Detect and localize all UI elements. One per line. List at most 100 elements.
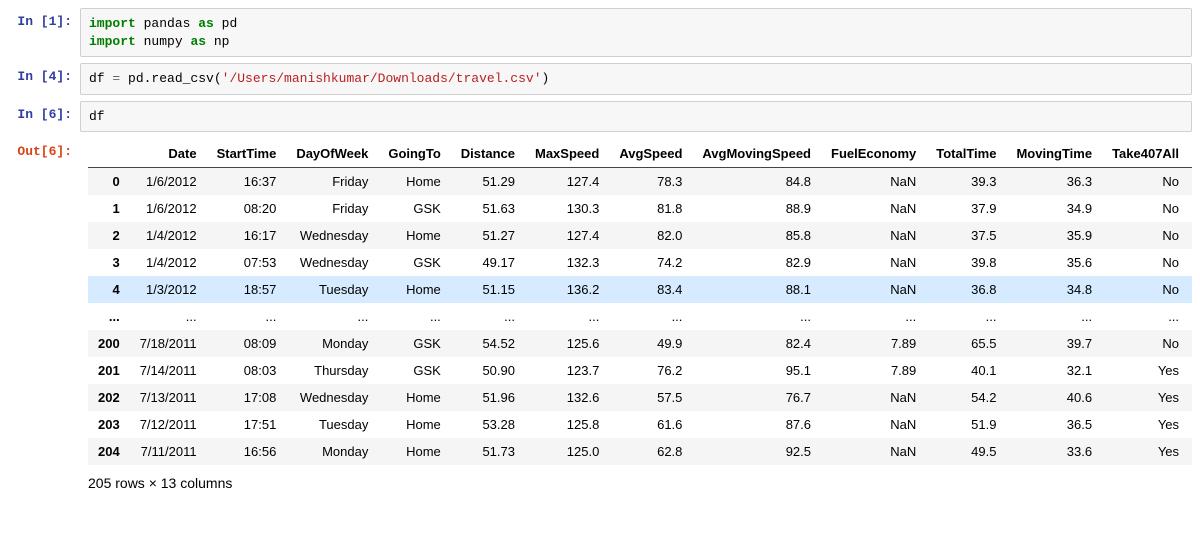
table-cell: NaN: [1189, 222, 1192, 249]
table-cell: 1/6/2012: [130, 195, 207, 222]
table-cell: 57.5: [609, 384, 692, 411]
header-row: DateStartTimeDayOfWeekGoingToDistanceMax…: [88, 140, 1192, 168]
table-cell: 81.8: [609, 195, 692, 222]
table-header: DateStartTimeDayOfWeekGoingToDistanceMax…: [88, 140, 1192, 168]
table-cell: 85.8: [692, 222, 821, 249]
column-header: MovingTime: [1006, 140, 1102, 168]
row-index: ...: [88, 303, 130, 330]
module-name: pandas: [144, 16, 191, 31]
table-cell: 7.89: [821, 330, 926, 357]
table-cell: NaN: [1189, 330, 1192, 357]
code-input-3[interactable]: df: [80, 101, 1192, 133]
table-cell: 1/4/2012: [130, 222, 207, 249]
table-row: 01/6/201216:37FridayHome51.29127.478.384…: [88, 168, 1192, 196]
table-cell: 49.9: [609, 330, 692, 357]
table-cell: 125.6: [525, 330, 609, 357]
row-index: 4: [88, 276, 130, 303]
table-cell: Friday: [286, 168, 378, 196]
table-cell: 92.5: [692, 438, 821, 465]
table-cell: 95.1: [692, 357, 821, 384]
table-row: 2047/11/201116:56MondayHome51.73125.062.…: [88, 438, 1192, 465]
table-cell: NaN: [1189, 357, 1192, 384]
table-cell: 87.6: [692, 411, 821, 438]
var-name: df: [89, 71, 105, 86]
code-input-1[interactable]: import pandas as pd import numpy as np: [80, 8, 1192, 57]
prompt-in-1: In [1]:: [8, 8, 80, 29]
table-cell: 40.1: [926, 357, 1006, 384]
table-cell: 132.6: [525, 384, 609, 411]
table-cell: Home: [378, 384, 450, 411]
table-cell: 78.3: [609, 168, 692, 196]
table-cell: 65.5: [926, 330, 1006, 357]
table-cell: ...: [1006, 303, 1102, 330]
table-row: 2007/18/201108:09MondayGSK54.52125.649.9…: [88, 330, 1192, 357]
table-cell: 35.9: [1006, 222, 1102, 249]
table-body: 01/6/201216:37FridayHome51.29127.478.384…: [88, 168, 1192, 466]
row-index: 3: [88, 249, 130, 276]
table-cell: 74.2: [609, 249, 692, 276]
table-row: 2027/13/201117:08WednesdayHome51.96132.6…: [88, 384, 1192, 411]
table-cell: 16:17: [207, 222, 287, 249]
expr: df: [89, 109, 105, 124]
table-cell: NaN: [1189, 276, 1192, 303]
output-area: DateStartTimeDayOfWeekGoingToDistanceMax…: [80, 138, 1192, 491]
table-cell: 34.8: [1006, 276, 1102, 303]
table-cell: 7/18/2011: [130, 330, 207, 357]
table-cell: 37.5: [926, 222, 1006, 249]
table-cell: 62.8: [609, 438, 692, 465]
row-index: 201: [88, 357, 130, 384]
table-cell: 17:51: [207, 411, 287, 438]
code-cell-1: In [1]: import pandas as pd import numpy…: [8, 8, 1192, 57]
table-cell: NaN: [821, 168, 926, 196]
table-cell: 51.63: [451, 195, 525, 222]
table-cell: NaN: [821, 384, 926, 411]
table-cell: Home: [378, 438, 450, 465]
column-header: Date: [130, 140, 207, 168]
column-header: MaxSpeed: [525, 140, 609, 168]
column-header: Comment: [1189, 140, 1192, 168]
row-index: 203: [88, 411, 130, 438]
column-header: GoingTo: [378, 140, 450, 168]
table-cell: ...: [525, 303, 609, 330]
table-cell: Yes: [1102, 357, 1189, 384]
table-cell: 50.90: [451, 357, 525, 384]
table-cell: 136.2: [525, 276, 609, 303]
table-cell: 49.5: [926, 438, 1006, 465]
alias: pd: [222, 16, 238, 31]
module-name: numpy: [144, 34, 183, 49]
table-cell: ...: [286, 303, 378, 330]
table-cell: 127.4: [525, 222, 609, 249]
column-header: TotalTime: [926, 140, 1006, 168]
table-row: 31/4/201207:53WednesdayGSK49.17132.374.2…: [88, 249, 1192, 276]
column-header: FuelEconomy: [821, 140, 926, 168]
table-cell: 08:20: [207, 195, 287, 222]
table-cell: 51.29: [451, 168, 525, 196]
code-input-2[interactable]: df = pd.read_csv('/Users/manishkumar/Dow…: [80, 63, 1192, 95]
table-cell: GSK: [378, 195, 450, 222]
table-row: 2037/12/201117:51TuesdayHome53.28125.861…: [88, 411, 1192, 438]
table-cell: 36.8: [926, 276, 1006, 303]
row-index: 0: [88, 168, 130, 196]
table-cell: NaN: [1189, 249, 1192, 276]
table-cell: 51.96: [451, 384, 525, 411]
table-cell: GSK: [378, 249, 450, 276]
output-cell: Out[6]: DateStartTimeDayOfWeekGoingToDis…: [8, 138, 1192, 491]
table-row: 11/6/201208:20FridayGSK51.63130.381.888.…: [88, 195, 1192, 222]
operator: =: [105, 71, 128, 86]
table-cell: ...: [821, 303, 926, 330]
table-cell: Wednesday: [286, 222, 378, 249]
table-cell: Monday: [286, 330, 378, 357]
table-cell: 88.1: [692, 276, 821, 303]
table-cell: Wednesday: [286, 384, 378, 411]
table-cell: ...: [692, 303, 821, 330]
row-index: 204: [88, 438, 130, 465]
table-cell: 132.3: [525, 249, 609, 276]
dataframe-table: DateStartTimeDayOfWeekGoingToDistanceMax…: [88, 140, 1192, 465]
table-cell: 36.3: [1006, 168, 1102, 196]
table-cell: 17:08: [207, 384, 287, 411]
code-cell-2: In [4]: df = pd.read_csv('/Users/manishk…: [8, 63, 1192, 95]
table-cell: .: [1189, 303, 1192, 330]
table-cell: 36.5: [1006, 411, 1102, 438]
table-cell: 130.3: [525, 195, 609, 222]
table-cell: 54.2: [926, 384, 1006, 411]
